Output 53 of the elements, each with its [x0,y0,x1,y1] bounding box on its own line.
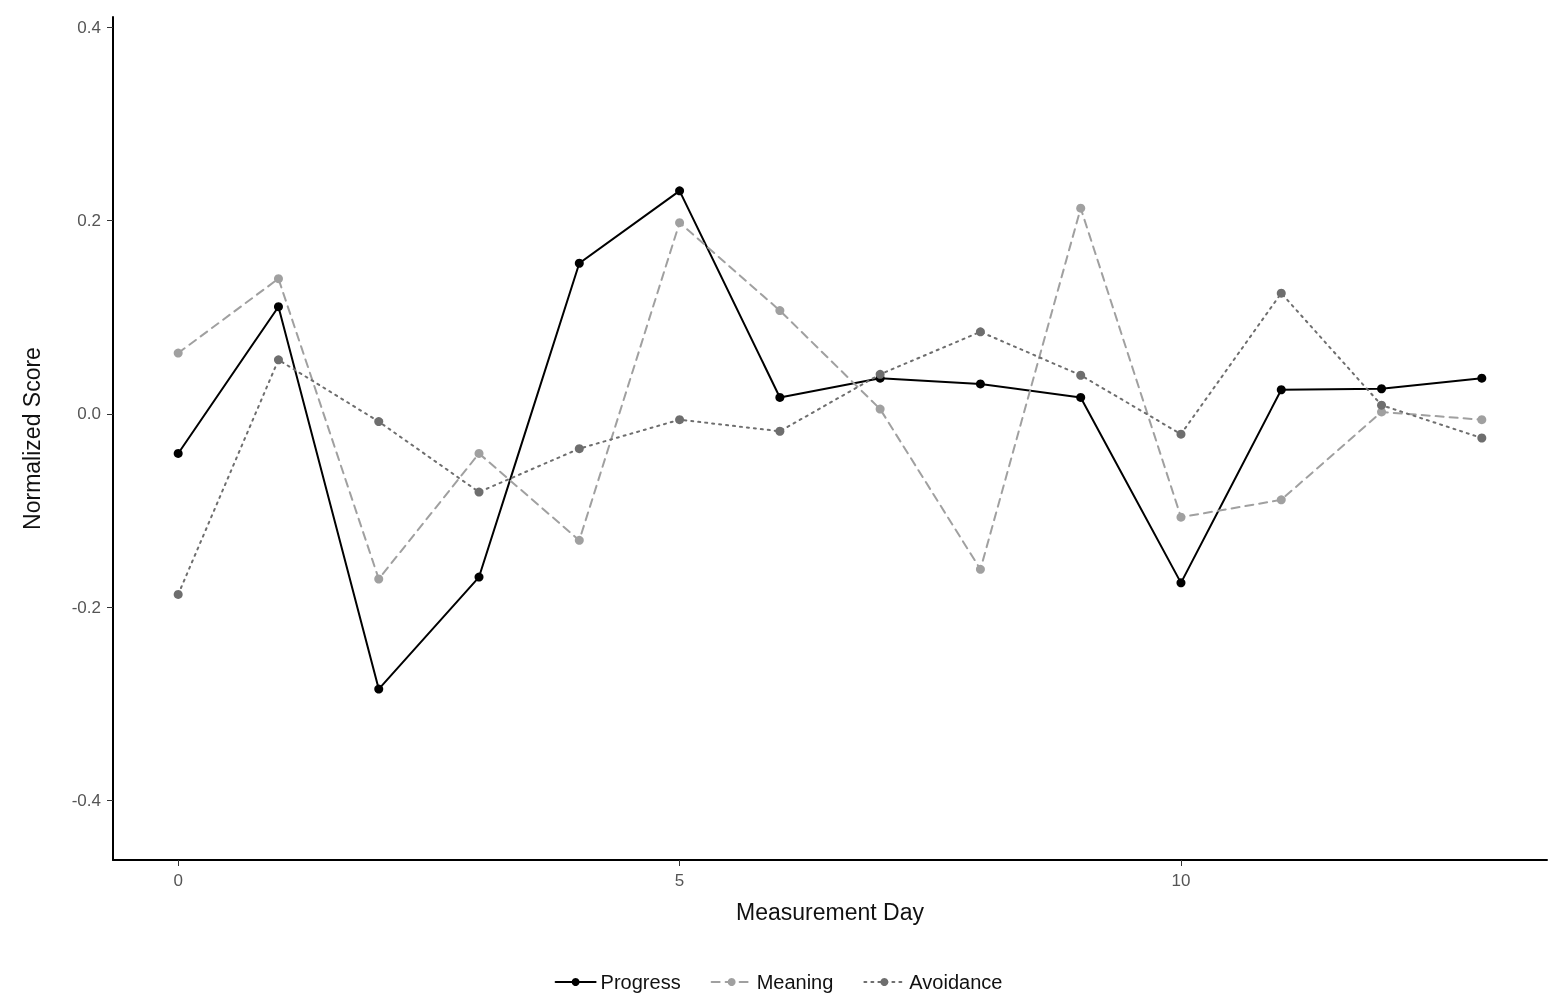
point [775,392,785,402]
legend-label: Meaning [756,971,834,993]
point [875,404,885,414]
point [374,684,384,694]
y-axis-title: Normalized Score [18,347,45,530]
point [975,327,985,337]
point [1377,384,1387,394]
point [1477,373,1487,383]
point [775,426,785,436]
x-tick-label: 5 [674,871,685,890]
point [675,218,685,228]
point [675,186,685,196]
point [975,564,985,574]
x-axis-title: Measurement Day [736,898,925,925]
point [1076,392,1086,402]
point [273,302,283,312]
x-tick-label: 10 [1171,871,1191,890]
point [1076,203,1086,213]
point [1076,370,1086,380]
point [775,306,785,316]
point [875,369,885,379]
point [1176,429,1186,439]
point [474,572,484,582]
point [1477,433,1487,443]
y-tick-label: 0.2 [77,211,101,231]
point [1377,400,1387,410]
point [474,448,484,458]
x-tick-label: 0 [173,871,183,890]
point [1176,512,1186,522]
y-tick-label: 0.4 [77,18,101,38]
point [1477,415,1487,425]
y-tick-label: -0.2 [71,597,101,617]
point [173,348,183,358]
point [474,487,484,497]
point [975,379,985,389]
point [675,415,685,425]
point [574,444,584,454]
point [173,448,183,458]
point [1276,385,1286,395]
point [574,535,584,545]
point [173,589,183,599]
point [1276,495,1286,505]
y-tick-label: -0.4 [71,790,101,810]
point [574,258,584,268]
point [1276,288,1286,298]
point [374,574,384,584]
y-tick-label: 0.0 [77,404,101,424]
legend-label: Avoidance [909,971,1003,993]
legend-label: Progress [600,971,681,993]
point [273,274,283,284]
point [1176,578,1186,588]
point [374,417,384,427]
point [273,355,283,365]
